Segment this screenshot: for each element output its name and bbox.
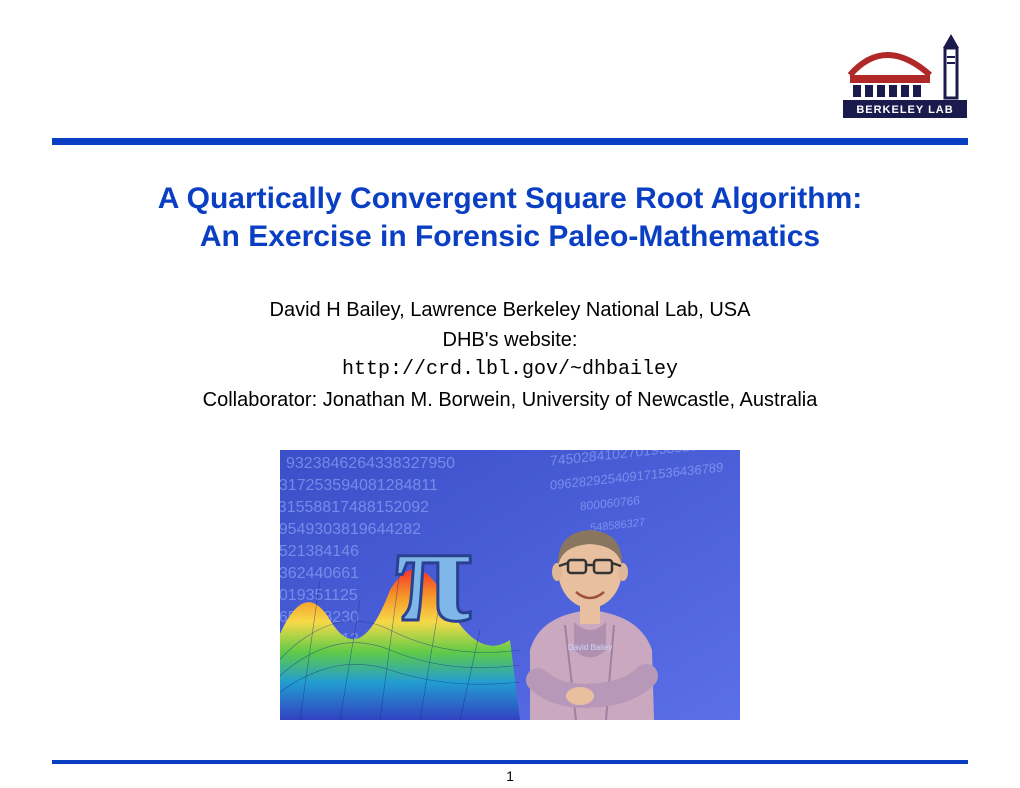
author-line: David H Bailey, Lawrence Berkeley Nation… bbox=[0, 295, 1020, 325]
title-line-2: An Exercise in Forensic Paleo-Mathematic… bbox=[0, 218, 1020, 256]
top-divider bbox=[52, 138, 968, 145]
svg-text:5019351125: 5019351125 bbox=[280, 587, 358, 604]
website-url: http://crd.lbl.gov/~dhbailey bbox=[0, 355, 1020, 385]
bottom-divider bbox=[52, 760, 968, 764]
slide-title: A Quartically Convergent Square Root Alg… bbox=[0, 180, 1020, 255]
figure-caption: David Bailey bbox=[568, 643, 612, 652]
svg-text:3362440661: 3362440661 bbox=[280, 565, 359, 582]
collaborator-line: Collaborator: Jonathan M. Borwein, Unive… bbox=[0, 385, 1020, 415]
website-label: DHB's website: bbox=[0, 325, 1020, 355]
logo-label: BERKELEY LAB bbox=[856, 104, 953, 116]
svg-text:9323846264338327950: 9323846264338327950 bbox=[286, 455, 455, 472]
author-block: David H Bailey, Lawrence Berkeley Nation… bbox=[0, 295, 1020, 415]
hero-figure: 9323846264338327950 2317253594081284811 … bbox=[280, 450, 740, 720]
title-line-1: A Quartically Convergent Square Root Alg… bbox=[0, 180, 1020, 218]
svg-text:2317253594081284811: 2317253594081284811 bbox=[280, 477, 438, 494]
pi-symbol: π bbox=[395, 496, 472, 651]
berkeley-lab-logo: BERKELEY LAB bbox=[835, 30, 975, 125]
svg-text:6521384146: 6521384146 bbox=[280, 543, 359, 560]
page-number: 1 bbox=[0, 768, 1020, 784]
